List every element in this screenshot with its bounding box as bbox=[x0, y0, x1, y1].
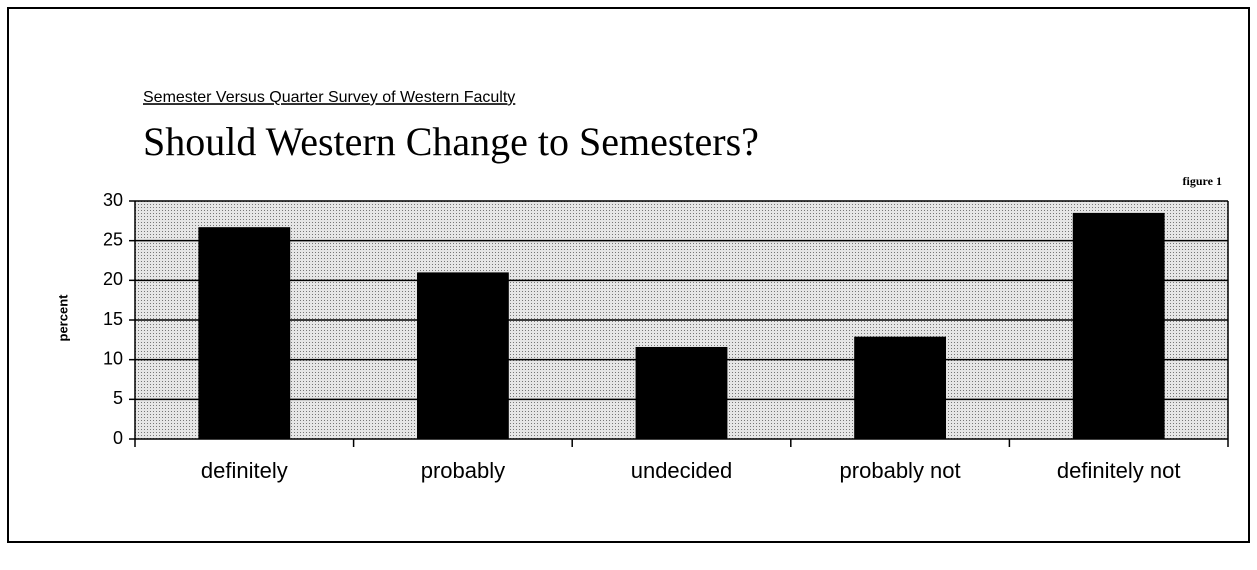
chart-subtitle: Semester Versus Quarter Survey of Wester… bbox=[143, 89, 515, 106]
x-tick-label: probably not bbox=[840, 458, 961, 483]
y-tick-label: 0 bbox=[113, 428, 123, 448]
y-tick-label: 30 bbox=[103, 190, 123, 210]
y-tick-label: 25 bbox=[103, 229, 123, 249]
bar bbox=[198, 227, 291, 439]
chart-title: Should Western Change to Semesters? bbox=[143, 119, 759, 164]
y-tick-label: 20 bbox=[103, 269, 123, 289]
frame bbox=[7, 7, 1250, 543]
bar bbox=[635, 346, 728, 439]
y-tick-label: 15 bbox=[103, 309, 123, 329]
bar bbox=[1072, 212, 1165, 439]
bar bbox=[416, 272, 509, 439]
y-tick-label: 5 bbox=[113, 388, 123, 408]
y-tick-label: 10 bbox=[103, 348, 123, 368]
x-tick-label: definitely bbox=[201, 458, 288, 483]
x-tick-label: undecided bbox=[631, 458, 733, 483]
annotation: figure 1 bbox=[1183, 174, 1222, 188]
y-axis-label: percent bbox=[55, 294, 70, 342]
x-tick-label: probably bbox=[421, 458, 505, 483]
bar bbox=[854, 336, 947, 439]
x-tick-label: definitely not bbox=[1057, 458, 1181, 483]
